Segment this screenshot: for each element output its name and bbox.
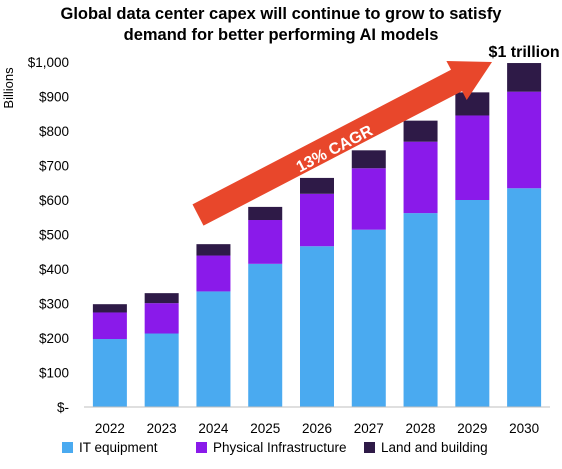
y-tick-label: $300	[39, 297, 69, 312]
bar-segment-2028-land-and-building	[403, 120, 438, 142]
bar-segment-2029-physical-infrastructure	[455, 115, 490, 200]
bar-segment-2030-physical-infrastructure	[507, 91, 542, 189]
bar-segment-2023-land-and-building	[144, 293, 179, 304]
bar-segment-2030-it-equipment	[507, 188, 542, 407]
legend: IT equipment Physical Infrastructure Land …	[62, 440, 488, 455]
cagr-arrow-shape	[192, 61, 492, 226]
y-tick-label: $-	[57, 400, 69, 415]
bar-segment-2026-physical-infrastructure	[300, 193, 334, 247]
y-tick-label: $200	[39, 331, 69, 346]
x-tick-label: 2030	[509, 421, 539, 436]
bar-segment-2026-it-equipment	[300, 246, 334, 407]
x-axis-ticks: 2022 2023 2024 2025 2026 2027 2028 2029 2030	[95, 421, 539, 436]
cagr-arrow: 13% CAGR	[192, 61, 492, 226]
bar-segment-2024-physical-infrastructure	[196, 255, 231, 292]
chart-title-line-2: demand for better performing AI models	[123, 26, 439, 44]
y-axis-label: Billions	[1, 67, 16, 109]
bar-segment-2027-physical-infrastructure	[351, 168, 386, 230]
y-tick-label: $100	[39, 366, 69, 381]
x-tick-label: 2025	[250, 421, 280, 436]
x-tick-label: 2026	[302, 421, 332, 436]
bar-segment-2029-it-equipment	[455, 200, 490, 407]
y-tick-label: $1,000	[28, 55, 69, 70]
bar-segment-2024-it-equipment	[196, 291, 231, 407]
y-tick-label: $700	[39, 159, 69, 174]
y-tick-label: $900	[39, 90, 69, 105]
y-tick-label: $600	[39, 193, 69, 208]
x-tick-label: 2023	[147, 421, 177, 436]
bar-segment-2022-it-equipment	[92, 339, 127, 407]
x-tick-label: 2029	[457, 421, 487, 436]
x-tick-label: 2027	[354, 421, 384, 436]
bar-segment-2023-it-equipment	[144, 333, 179, 407]
legend-swatch	[62, 442, 73, 453]
x-tick-label: 2024	[198, 421, 229, 436]
bars	[92, 63, 542, 407]
bar-segment-2022-physical-infrastructure	[92, 312, 127, 340]
x-tick-label: 2022	[95, 421, 125, 436]
bar-segment-2027-land-and-building	[351, 150, 386, 169]
y-axis-ticks: $- $100 $200 $300 $400 $500 $600 $700 $800 $900 $1…	[28, 55, 69, 415]
legend-swatch	[364, 442, 375, 453]
top-label: $1 trillion	[489, 44, 560, 61]
chart-title: Global data center capex will continue t…	[0, 4, 562, 46]
chart-title-line-1: Global data center capex will continue t…	[60, 5, 502, 23]
bar-segment-2025-land-and-building	[248, 206, 283, 221]
legend-label: Physical Infrastructure	[213, 440, 347, 455]
y-tick-label: $500	[39, 228, 69, 243]
bar-segment-2025-physical-infrastructure	[248, 220, 283, 264]
bar-segment-2025-it-equipment	[248, 263, 283, 407]
legend-label: Land and building	[381, 440, 488, 455]
x-tick-label: 2028	[406, 421, 436, 436]
bar-segment-2028-physical-infrastructure	[403, 141, 438, 214]
bar-segment-2022-land-and-building	[92, 304, 127, 313]
y-tick-label: $800	[39, 124, 69, 139]
bar-segment-2030-land-and-building	[507, 63, 542, 92]
bar-segment-2024-land-and-building	[196, 244, 231, 256]
bar-segment-2027-it-equipment	[351, 229, 386, 407]
bar-segment-2029-land-and-building	[455, 92, 490, 116]
y-tick-label: $400	[39, 262, 69, 277]
bar-segment-2023-physical-infrastructure	[144, 303, 179, 334]
bar-segment-2028-it-equipment	[403, 213, 438, 407]
legend-label: IT equipment	[79, 440, 158, 455]
bar-segment-2026-land-and-building	[300, 177, 334, 194]
legend-swatch	[196, 442, 207, 453]
